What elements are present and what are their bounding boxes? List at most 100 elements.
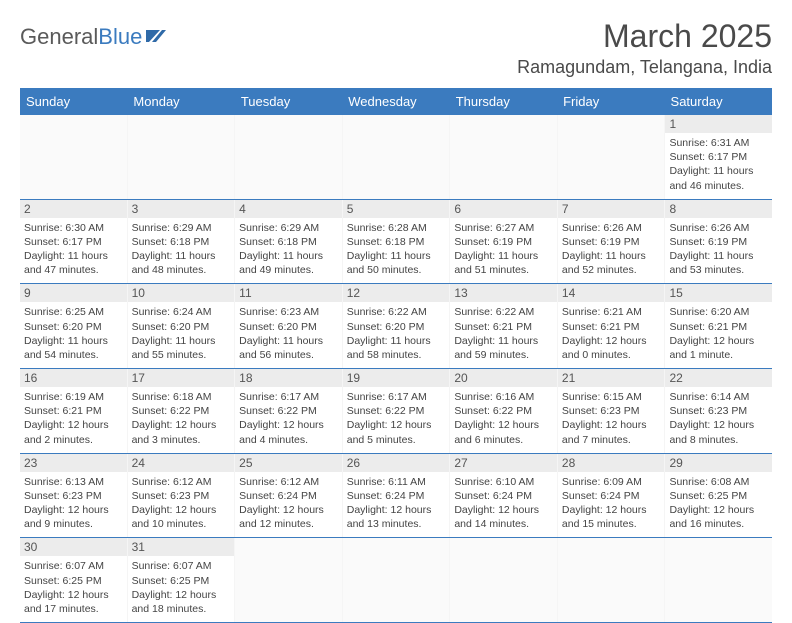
calendar-cell: 28Sunrise: 6:09 AMSunset: 6:24 PMDayligh… — [558, 454, 666, 538]
day-number: 11 — [235, 284, 342, 302]
day-number: 27 — [450, 454, 557, 472]
day-info: Sunrise: 6:17 AMSunset: 6:22 PMDaylight:… — [239, 390, 338, 447]
calendar-cell: 6 Sunrise: 6:27 AMSunset: 6:19 PMDaylight… — [450, 200, 558, 284]
day-info: Sunrise: 6:17 AMSunset: 6:22 PMDaylight:… — [347, 390, 446, 447]
day-header-fri: Friday — [557, 88, 664, 115]
day-info: Sunrise: 6:11 AMSunset: 6:24 PMDaylight:… — [347, 475, 446, 532]
daylight-text: Daylight: 12 hours and 3 minutes. — [132, 418, 231, 446]
sunset-text: Sunset: 6:18 PM — [239, 235, 338, 249]
day-number: 8 — [665, 200, 772, 218]
daylight-text: Daylight: 12 hours and 8 minutes. — [669, 418, 768, 446]
calendar-cell — [343, 538, 451, 622]
day-header-sun: Sunday — [20, 88, 127, 115]
day-number: 3 — [128, 200, 235, 218]
calendar-cell: 12Sunrise: 6:22 AMSunset: 6:20 PMDayligh… — [343, 284, 451, 368]
sunset-text: Sunset: 6:21 PM — [454, 320, 553, 334]
sunset-text: Sunset: 6:24 PM — [454, 489, 553, 503]
calendar-cell — [20, 115, 128, 199]
calendar: Sunday Monday Tuesday Wednesday Thursday… — [20, 88, 772, 623]
day-info: Sunrise: 6:10 AMSunset: 6:24 PMDaylight:… — [454, 475, 553, 532]
day-info: Sunrise: 6:07 AMSunset: 6:25 PMDaylight:… — [132, 559, 231, 616]
logo-text-gray: General — [20, 24, 98, 50]
week-row: 16 Sunrise: 6:19 AMSunset: 6:21 PMDayligh… — [20, 369, 772, 454]
sunrise-text: Sunrise: 6:15 AM — [562, 390, 661, 404]
logo-flag-icon — [146, 28, 166, 44]
day-header-row: Sunday Monday Tuesday Wednesday Thursday… — [20, 88, 772, 115]
day-header-thu: Thursday — [450, 88, 557, 115]
daylight-text: Daylight: 11 hours and 53 minutes. — [669, 249, 768, 277]
daylight-text: Daylight: 11 hours and 55 minutes. — [132, 334, 231, 362]
sunset-text: Sunset: 6:22 PM — [347, 404, 446, 418]
day-number: 14 — [558, 284, 665, 302]
sunrise-text: Sunrise: 6:23 AM — [239, 305, 338, 319]
sunset-text: Sunset: 6:19 PM — [562, 235, 661, 249]
day-number: 24 — [128, 454, 235, 472]
day-number: 16 — [20, 369, 127, 387]
day-info: Sunrise: 6:18 AMSunset: 6:22 PMDaylight:… — [132, 390, 231, 447]
day-number: 15 — [665, 284, 772, 302]
day-header-mon: Monday — [127, 88, 234, 115]
day-info: Sunrise: 6:25 AMSunset: 6:20 PMDaylight:… — [24, 305, 123, 362]
week-row: 9Sunrise: 6:25 AMSunset: 6:20 PMDaylight… — [20, 284, 772, 369]
day-info: Sunrise: 6:28 AMSunset: 6:18 PMDaylight:… — [347, 221, 446, 278]
daylight-text: Daylight: 11 hours and 59 minutes. — [454, 334, 553, 362]
daylight-text: Daylight: 11 hours and 46 minutes. — [669, 164, 768, 192]
daylight-text: Daylight: 12 hours and 13 minutes. — [347, 503, 446, 531]
sunrise-text: Sunrise: 6:21 AM — [562, 305, 661, 319]
day-number: 21 — [558, 369, 665, 387]
calendar-cell — [558, 115, 666, 199]
sunset-text: Sunset: 6:20 PM — [239, 320, 338, 334]
day-info: Sunrise: 6:12 AMSunset: 6:23 PMDaylight:… — [132, 475, 231, 532]
sunset-text: Sunset: 6:23 PM — [669, 404, 768, 418]
calendar-cell: 31Sunrise: 6:07 AMSunset: 6:25 PMDayligh… — [128, 538, 236, 622]
title-block: March 2025 Ramagundam, Telangana, India — [517, 18, 772, 78]
day-info: Sunrise: 6:19 AMSunset: 6:21 PMDaylight:… — [24, 390, 123, 447]
sunset-text: Sunset: 6:21 PM — [24, 404, 123, 418]
day-number: 19 — [343, 369, 450, 387]
daylight-text: Daylight: 12 hours and 5 minutes. — [347, 418, 446, 446]
daylight-text: Daylight: 12 hours and 16 minutes. — [669, 503, 768, 531]
sunset-text: Sunset: 6:17 PM — [669, 150, 768, 164]
sunrise-text: Sunrise: 6:20 AM — [669, 305, 768, 319]
sunrise-text: Sunrise: 6:30 AM — [24, 221, 123, 235]
calendar-cell: 29Sunrise: 6:08 AMSunset: 6:25 PMDayligh… — [665, 454, 772, 538]
day-number: 30 — [20, 538, 127, 556]
day-info: Sunrise: 6:09 AMSunset: 6:24 PMDaylight:… — [562, 475, 661, 532]
day-info: Sunrise: 6:14 AMSunset: 6:23 PMDaylight:… — [669, 390, 768, 447]
day-info: Sunrise: 6:29 AMSunset: 6:18 PMDaylight:… — [132, 221, 231, 278]
weeks-container: 1Sunrise: 6:31 AMSunset: 6:17 PMDaylight… — [20, 115, 772, 623]
calendar-cell: 19 Sunrise: 6:17 AMSunset: 6:22 PMDayligh… — [343, 369, 451, 453]
sunrise-text: Sunrise: 6:12 AM — [132, 475, 231, 489]
daylight-text: Daylight: 11 hours and 58 minutes. — [347, 334, 446, 362]
day-number: 23 — [20, 454, 127, 472]
day-info: Sunrise: 6:27 AMSunset: 6:19 PMDaylight:… — [454, 221, 553, 278]
week-row: 23Sunrise: 6:13 AMSunset: 6:23 PMDayligh… — [20, 454, 772, 539]
day-info: Sunrise: 6:12 AMSunset: 6:24 PMDaylight:… — [239, 475, 338, 532]
sunrise-text: Sunrise: 6:12 AM — [239, 475, 338, 489]
calendar-cell: 24 Sunrise: 6:12 AMSunset: 6:23 PMDayligh… — [128, 454, 236, 538]
daylight-text: Daylight: 11 hours and 51 minutes. — [454, 249, 553, 277]
calendar-cell: 20Sunrise: 6:16 AMSunset: 6:22 PMDayligh… — [450, 369, 558, 453]
sunset-text: Sunset: 6:23 PM — [24, 489, 123, 503]
day-info: Sunrise: 6:26 AMSunset: 6:19 PMDaylight:… — [562, 221, 661, 278]
daylight-text: Daylight: 12 hours and 2 minutes. — [24, 418, 123, 446]
daylight-text: Daylight: 12 hours and 7 minutes. — [562, 418, 661, 446]
sunset-text: Sunset: 6:22 PM — [454, 404, 553, 418]
daylight-text: Daylight: 12 hours and 9 minutes. — [24, 503, 123, 531]
daylight-text: Daylight: 11 hours and 54 minutes. — [24, 334, 123, 362]
calendar-cell: 5Sunrise: 6:28 AMSunset: 6:18 PMDaylight… — [343, 200, 451, 284]
calendar-cell: 22Sunrise: 6:14 AMSunset: 6:23 PMDayligh… — [665, 369, 772, 453]
day-number: 6 — [450, 200, 557, 218]
sunset-text: Sunset: 6:20 PM — [347, 320, 446, 334]
calendar-cell: 3 Sunrise: 6:29 AMSunset: 6:18 PMDaylight… — [128, 200, 236, 284]
calendar-cell: 13Sunrise: 6:22 AMSunset: 6:21 PMDayligh… — [450, 284, 558, 368]
calendar-cell — [235, 115, 343, 199]
sunrise-text: Sunrise: 6:28 AM — [347, 221, 446, 235]
sunrise-text: Sunrise: 6:10 AM — [454, 475, 553, 489]
sunrise-text: Sunrise: 6:25 AM — [24, 305, 123, 319]
daylight-text: Daylight: 11 hours and 47 minutes. — [24, 249, 123, 277]
day-info: Sunrise: 6:07 AMSunset: 6:25 PMDaylight:… — [24, 559, 123, 616]
sunset-text: Sunset: 6:22 PM — [132, 404, 231, 418]
day-number: 25 — [235, 454, 342, 472]
daylight-text: Daylight: 11 hours and 49 minutes. — [239, 249, 338, 277]
